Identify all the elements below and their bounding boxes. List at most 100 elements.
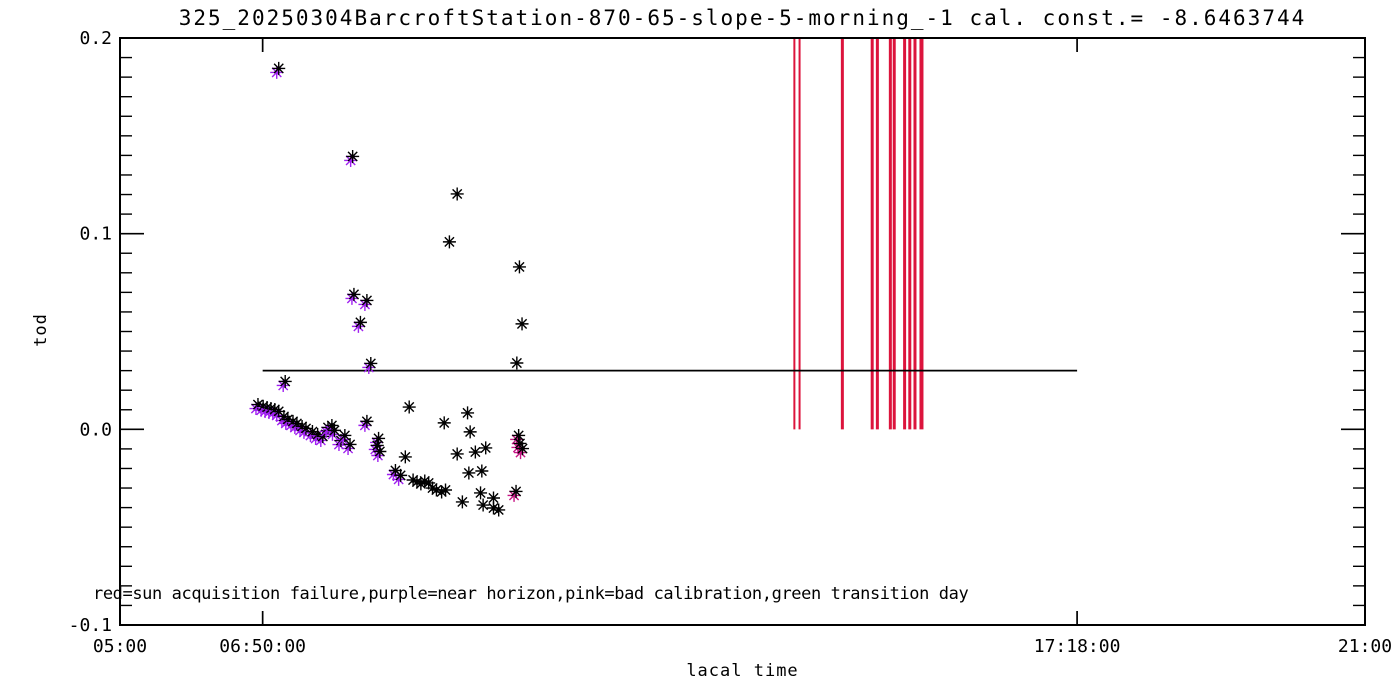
scatter-point-black-overlay xyxy=(360,414,374,428)
scatter-point-purple xyxy=(288,421,302,435)
scatter-point-purple xyxy=(270,408,284,422)
scatter-point-black xyxy=(475,464,489,478)
plot-title: 325_20250304BarcroftStation-870-65-slope… xyxy=(178,6,1307,30)
scatter-point-black-overlay xyxy=(373,445,387,459)
scatter-point-black-overlay xyxy=(264,401,278,415)
scatter-point-black xyxy=(442,235,456,249)
scatter-point-black-overlay xyxy=(338,428,352,442)
scatter-point-black-overlay xyxy=(346,149,360,163)
legend-note: red=sun acquisition failure,purple=near … xyxy=(93,584,969,604)
scatter-point-purple xyxy=(279,416,293,430)
x-edge-label: 21:00 xyxy=(1338,636,1392,657)
scatter-point-purple xyxy=(319,424,333,438)
scatter-point-black xyxy=(462,466,476,480)
scatter-point-black xyxy=(429,483,443,497)
scatter-point-purple xyxy=(370,435,384,449)
scatter-point-black-overlay xyxy=(370,438,384,452)
scatter-point-black-overlay xyxy=(353,315,367,329)
scatter-point-purple xyxy=(284,418,298,432)
scatter-point-black xyxy=(450,447,464,461)
scatter-point-purple xyxy=(386,467,400,481)
scatter-point-purple xyxy=(297,425,311,439)
scatter-point-purple xyxy=(358,418,372,432)
scatter-point-black-overlay xyxy=(372,431,386,445)
x-tick-label: 17:18:00 xyxy=(1034,636,1121,657)
scatter-point-black-overlay xyxy=(388,463,402,477)
x-edge-label: 05:00 xyxy=(93,636,147,657)
scatter-point-black-overlay xyxy=(286,414,300,428)
scatter-point-black xyxy=(461,406,475,420)
x-axis-label: lacal time xyxy=(686,661,799,681)
scatter-point-black-overlay xyxy=(316,429,330,443)
scatter-point-pink xyxy=(514,446,528,460)
scatter-point-black-overlay xyxy=(281,412,295,426)
scatter-point-black xyxy=(439,483,453,497)
scatter-point-purple xyxy=(392,472,406,486)
scatter-point-purple xyxy=(323,422,337,436)
scatter-point-black-overlay xyxy=(299,421,313,435)
scatter-point-black-overlay xyxy=(360,293,374,307)
scatter-point-black-overlay xyxy=(260,400,274,414)
scatter-point-black xyxy=(515,317,529,331)
scatter-point-purple xyxy=(309,431,323,445)
scatter-point-black-overlay xyxy=(290,417,304,431)
scatter-point-purple xyxy=(362,360,376,374)
scatter-point-black-overlay xyxy=(268,402,282,416)
scatter-point-black-overlay xyxy=(512,428,526,442)
scatter-point-black-overlay xyxy=(347,287,361,301)
x-tick-label: 06:50:00 xyxy=(219,636,306,657)
scatter-point-pink xyxy=(507,488,521,502)
scatter-point-purple xyxy=(254,403,268,417)
scatter-point-black-overlay xyxy=(513,436,527,450)
scatter-point-black-overlay xyxy=(272,404,286,418)
scatter-point-black-overlay xyxy=(256,399,270,413)
scatter-point-purple xyxy=(344,153,358,167)
scatter-point-purple xyxy=(371,449,385,463)
scatter-point-black xyxy=(406,473,420,487)
scatter-point-purple xyxy=(314,433,328,447)
scatter-point-black xyxy=(474,486,488,500)
scatter-point-black-overlay xyxy=(394,468,408,482)
scatter-point-black-overlay xyxy=(327,423,341,437)
scatter-point-purple xyxy=(358,297,372,311)
scatter-point-purple xyxy=(266,406,280,420)
y-tick-label: 0.1 xyxy=(79,224,112,245)
scatter-point-black xyxy=(418,474,432,488)
scatter-point-black xyxy=(450,187,464,201)
scatter-point-purple xyxy=(345,291,359,305)
scatter-point-black xyxy=(402,400,416,414)
scatter-point-black-overlay xyxy=(251,398,265,412)
scatter-point-black-overlay xyxy=(516,442,530,456)
scatter-point-black xyxy=(476,498,490,512)
scatter-point-black xyxy=(410,475,424,489)
scatter-point-purple xyxy=(293,423,307,437)
scatter-point-black xyxy=(398,450,412,464)
scatter-point-black xyxy=(437,416,451,430)
scatter-point-black-overlay xyxy=(305,425,319,439)
scatter-point-black-overlay xyxy=(509,484,523,498)
scatter-point-purple xyxy=(262,405,276,419)
y-tick-label: 0.2 xyxy=(79,28,112,49)
scatter-point-purple xyxy=(336,432,350,446)
scatter-point-purple xyxy=(276,378,290,392)
scatter-point-black xyxy=(468,445,482,459)
scatter-point-black-overlay xyxy=(295,419,309,433)
scatter-point-black-overlay xyxy=(325,418,339,432)
axis-box xyxy=(119,37,1366,626)
scatter-point-black xyxy=(492,503,506,517)
scatter-point-black xyxy=(487,491,500,505)
scatter-point-purple xyxy=(351,319,365,333)
scatter-point-purple xyxy=(258,404,272,418)
y-tick-label: -0.1 xyxy=(69,615,112,636)
scatter-point-black xyxy=(422,476,436,490)
scatter-point-purple xyxy=(249,402,263,416)
scatter-point-black xyxy=(512,260,526,274)
scatter-point-black xyxy=(487,501,500,515)
scatter-point-black-overlay xyxy=(311,427,325,441)
scatter-point-purple xyxy=(303,429,317,443)
scatter-point-black xyxy=(455,495,469,509)
scatter-point-black xyxy=(435,485,449,499)
y-tick-label: 0.0 xyxy=(79,419,112,440)
